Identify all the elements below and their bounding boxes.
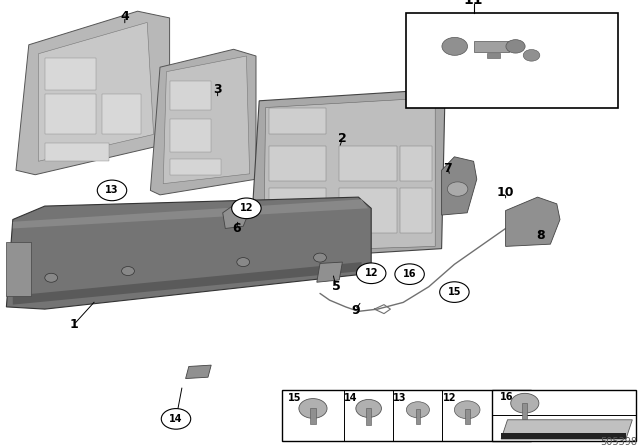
Bar	[465, 409, 470, 424]
Circle shape	[45, 273, 58, 282]
Bar	[269, 108, 326, 134]
Text: 13: 13	[105, 185, 119, 195]
Text: 16: 16	[403, 269, 417, 279]
Bar	[310, 408, 316, 424]
Polygon shape	[317, 262, 342, 282]
Text: 14: 14	[169, 414, 183, 424]
Polygon shape	[150, 49, 256, 195]
Bar	[45, 94, 96, 134]
Text: 12: 12	[364, 268, 378, 278]
Text: 3: 3	[213, 83, 222, 96]
Text: 1: 1	[69, 318, 78, 332]
Polygon shape	[486, 53, 499, 57]
Bar	[416, 409, 420, 424]
Polygon shape	[13, 262, 362, 305]
Bar	[45, 58, 96, 90]
Polygon shape	[501, 433, 626, 439]
Circle shape	[523, 49, 540, 61]
Polygon shape	[38, 22, 154, 161]
Circle shape	[97, 180, 127, 201]
Text: 6: 6	[232, 222, 241, 235]
Polygon shape	[264, 98, 435, 252]
Bar	[400, 146, 432, 181]
Circle shape	[395, 264, 424, 284]
Bar	[170, 81, 211, 110]
Circle shape	[122, 267, 134, 276]
Circle shape	[511, 393, 539, 413]
Bar	[269, 188, 326, 233]
Circle shape	[232, 198, 261, 219]
Text: 13: 13	[393, 393, 407, 403]
Text: 16: 16	[500, 392, 513, 402]
Polygon shape	[501, 420, 632, 439]
Polygon shape	[13, 199, 368, 228]
Bar	[492, 390, 636, 441]
Bar	[282, 390, 531, 441]
Bar	[474, 41, 509, 52]
Text: 5: 5	[332, 280, 340, 293]
Text: 15: 15	[288, 393, 302, 403]
Text: 4: 4	[120, 10, 129, 23]
Bar	[406, 13, 618, 108]
Bar	[6, 242, 31, 296]
Circle shape	[454, 401, 480, 419]
Text: 505398: 505398	[600, 437, 637, 447]
Circle shape	[237, 258, 250, 267]
Bar	[301, 235, 346, 246]
Text: 8: 8	[536, 228, 545, 242]
Bar	[45, 143, 109, 161]
Bar	[170, 159, 221, 175]
Text: 10: 10	[497, 186, 515, 199]
Text: 11: 11	[464, 0, 483, 7]
Polygon shape	[163, 56, 250, 184]
Bar	[269, 146, 326, 181]
Bar	[102, 94, 141, 134]
Text: 12: 12	[442, 393, 456, 403]
Circle shape	[447, 182, 468, 196]
Text: 12: 12	[239, 203, 253, 213]
Circle shape	[161, 409, 191, 429]
Polygon shape	[442, 157, 477, 215]
Circle shape	[406, 402, 429, 418]
Bar	[339, 146, 397, 181]
Circle shape	[506, 39, 525, 53]
Polygon shape	[186, 365, 211, 379]
Bar	[170, 119, 211, 152]
Polygon shape	[250, 90, 445, 260]
Circle shape	[440, 282, 469, 302]
Circle shape	[442, 37, 467, 55]
Polygon shape	[223, 204, 250, 228]
Circle shape	[299, 399, 327, 418]
Polygon shape	[16, 11, 170, 175]
Polygon shape	[6, 197, 371, 309]
Bar	[339, 188, 397, 233]
Circle shape	[314, 253, 326, 262]
Bar	[522, 403, 527, 419]
Text: 14: 14	[344, 393, 358, 403]
Text: 7: 7	[444, 161, 452, 175]
Circle shape	[356, 263, 386, 284]
Bar	[366, 408, 371, 425]
Text: 15: 15	[447, 287, 461, 297]
Bar	[400, 188, 432, 233]
Text: 2: 2	[338, 132, 347, 146]
Polygon shape	[506, 197, 560, 246]
Circle shape	[356, 400, 381, 418]
Text: 9: 9	[351, 303, 360, 317]
